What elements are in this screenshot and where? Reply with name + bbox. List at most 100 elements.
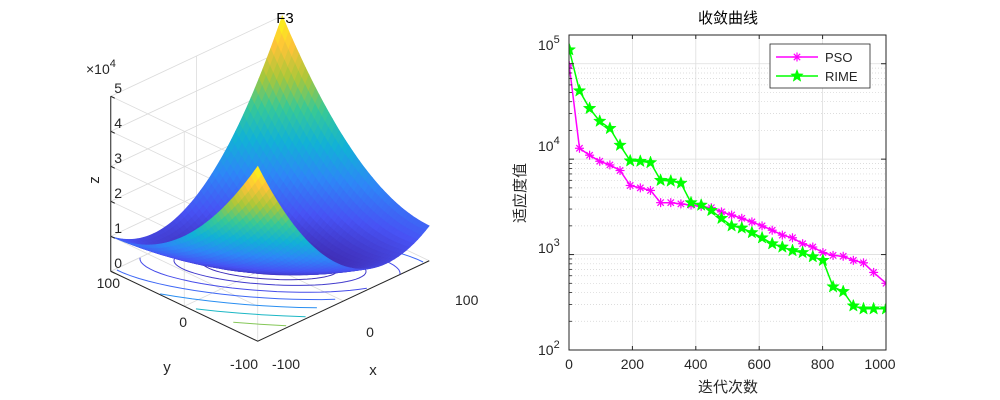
- data-point-rime: [633, 154, 648, 168]
- z-tick-mark: [110, 200, 115, 204]
- data-point-pso: [635, 183, 645, 193]
- data-point-rime: [643, 155, 658, 169]
- data-point-pso: [787, 233, 797, 243]
- conv-y-tick-label: 105: [538, 34, 560, 53]
- data-point-rime: [755, 230, 769, 244]
- data-point-pso: [574, 143, 584, 153]
- asterisk-stroke: [636, 184, 644, 192]
- data-point-rime: [745, 225, 759, 239]
- convergence-plot: [568, 34, 887, 351]
- conv-x-tick-label: 800: [811, 356, 835, 372]
- z-tick-label: 3: [114, 150, 122, 166]
- surface-title: F3: [276, 10, 294, 27]
- data-point-rime: [684, 195, 698, 209]
- conv-y-tick-label: 103: [538, 237, 560, 256]
- data-point-rime: [775, 239, 790, 253]
- z-exponent-power: 4: [110, 58, 116, 70]
- asterisk-stroke: [585, 151, 594, 159]
- z-tick-label: 1: [114, 220, 122, 236]
- data-point-rime: [653, 173, 668, 187]
- data-point-rime: [623, 153, 638, 167]
- asterisk-stroke: [793, 53, 801, 61]
- data-point-rime: [674, 175, 688, 189]
- plot-frame: [568, 34, 887, 351]
- asterisk-stroke: [768, 226, 776, 234]
- data-point-pso: [585, 150, 595, 160]
- data-point-pso: [656, 198, 666, 208]
- series-pso: [569, 61, 886, 288]
- plot-series: [569, 42, 886, 315]
- z-exponent: ×104: [86, 58, 116, 77]
- axis-edge: [110, 260, 430, 342]
- data-point-rime: [795, 245, 810, 259]
- data-point-rime: [704, 203, 719, 217]
- conv-y-tick-power: 5: [554, 34, 560, 46]
- surface-axes-box: [110, 96, 430, 342]
- data-point-pso: [625, 180, 635, 190]
- data-point-pso: [676, 199, 686, 209]
- asterisk-stroke: [748, 218, 756, 226]
- data-point-rime: [714, 211, 729, 225]
- data-point-rime: [879, 301, 886, 315]
- z-tick-mark: [110, 235, 115, 239]
- asterisk-stroke: [646, 186, 655, 195]
- data-point-rime: [582, 101, 597, 115]
- data-point-pso: [605, 160, 615, 170]
- y-axis-label: y: [163, 359, 171, 376]
- data-point-pso: [615, 166, 625, 176]
- surface-mesh: [110, 14, 430, 276]
- y-tick-label: -100: [230, 356, 258, 372]
- data-point-rime: [836, 284, 851, 298]
- data-point-rime: [765, 236, 780, 250]
- surface-plot: [109, 14, 430, 342]
- asterisk-stroke: [596, 157, 604, 165]
- asterisk-stroke: [575, 144, 584, 152]
- asterisk-stroke: [778, 231, 786, 239]
- data-point-rime: [816, 253, 830, 267]
- data-point-rime: [826, 279, 840, 293]
- y-tick-label: 100: [97, 275, 121, 291]
- asterisk-stroke: [738, 214, 746, 222]
- asterisk-stroke: [799, 240, 807, 248]
- asterisk-stroke: [849, 256, 857, 264]
- legend-marker-rime: [790, 68, 804, 82]
- data-point-rime: [663, 173, 678, 187]
- data-point-rime: [734, 220, 749, 234]
- conv-x-tick-label: 400: [684, 356, 708, 372]
- data-point-pso: [727, 210, 737, 220]
- conv-y-tick-base: 10: [538, 138, 554, 154]
- data-point-rime: [805, 249, 820, 263]
- convergence-title: 收敛曲线: [698, 10, 758, 27]
- data-point-rime: [694, 197, 709, 211]
- data-point-rime: [592, 113, 607, 127]
- asterisk-stroke: [626, 181, 634, 190]
- data-point-pso: [828, 250, 838, 260]
- data-point-rime: [613, 137, 627, 152]
- data-point-pso: [881, 278, 886, 288]
- asterisk-stroke: [882, 282, 886, 287]
- conv-x-tick-labels: 0 200 400 600 800 1000: [565, 356, 896, 372]
- conv-y-tick-base: 10: [538, 240, 554, 256]
- conv-y-tick-base: 10: [538, 342, 554, 358]
- z-tick-label: 2: [114, 185, 122, 201]
- plot-ticks: [568, 34, 887, 351]
- z-tick-label: 0: [114, 255, 122, 271]
- conv-y-axis-label: 适应度值: [511, 163, 529, 223]
- legend-box: [769, 43, 871, 89]
- legend-marker-pso: [792, 52, 802, 62]
- data-point-pso: [757, 221, 767, 231]
- z-tick-mark: [110, 270, 115, 274]
- series-rime: [569, 42, 886, 315]
- conv-y-tick-power: 3: [554, 237, 560, 249]
- surface-ticks: [110, 95, 115, 274]
- data-point-pso: [848, 255, 858, 265]
- conv-y-tick-base: 10: [538, 37, 554, 53]
- x-axis-label: x: [369, 362, 377, 379]
- x-tick-label: 0: [366, 324, 374, 340]
- asterisk-stroke: [788, 234, 797, 242]
- surface-patch: [254, 165, 262, 179]
- z-tick-label: 4: [114, 115, 122, 131]
- x-tick-label: 100: [455, 292, 479, 308]
- z-tick-label: 5: [114, 80, 122, 96]
- data-point-rime: [572, 83, 587, 97]
